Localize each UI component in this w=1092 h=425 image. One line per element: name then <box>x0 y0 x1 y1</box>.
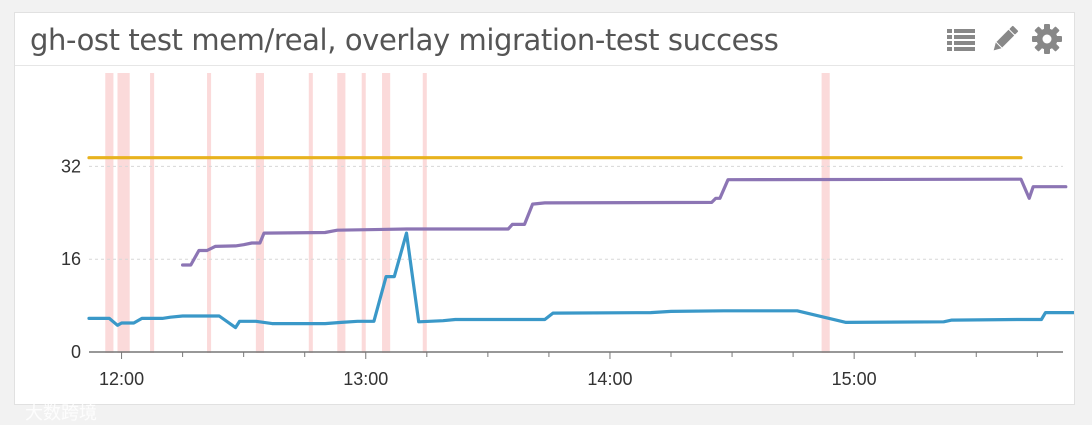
series-line-3 <box>87 231 1074 330</box>
line-chart: 0 16 32 12:00 13:00 14:00 15:00 <box>61 73 1074 389</box>
event-band <box>308 73 313 353</box>
event-band <box>821 73 830 353</box>
gear-icon[interactable] <box>1031 22 1063 56</box>
gridlines <box>89 165 1063 353</box>
x-tick-label: 12:00 <box>99 369 144 389</box>
event-band <box>382 73 391 353</box>
event-band <box>207 73 212 353</box>
x-axis: 12:00 13:00 14:00 15:00 <box>99 352 1038 389</box>
y-axis: 0 16 32 <box>61 156 81 362</box>
event-band <box>422 73 427 353</box>
series-lines <box>87 156 1074 330</box>
event-bands <box>105 73 830 353</box>
list-icon[interactable] <box>945 22 977 56</box>
y-tick-label: 0 <box>71 342 81 362</box>
x-tick-label: 13:00 <box>343 369 388 389</box>
event-band <box>117 73 130 353</box>
event-band <box>361 73 366 353</box>
panel-title: gh-ost test mem/real, overlay migration-… <box>30 23 779 57</box>
event-band <box>337 73 346 353</box>
event-band <box>150 73 155 353</box>
watermark: 大数跨境 <box>25 403 97 424</box>
x-tick-label: 14:00 <box>587 369 632 389</box>
event-band <box>105 73 114 353</box>
event-band <box>255 73 265 353</box>
y-tick-label: 32 <box>61 156 81 176</box>
pencil-icon[interactable] <box>989 22 1021 56</box>
panel-header: gh-ost test mem/real, overlay migration-… <box>15 13 1074 66</box>
x-tick-label: 15:00 <box>832 369 877 389</box>
series-line-2 <box>181 177 1068 267</box>
graph-panel: gh-ost test mem/real, overlay migration-… <box>14 12 1075 424</box>
y-tick-label: 16 <box>61 249 81 269</box>
